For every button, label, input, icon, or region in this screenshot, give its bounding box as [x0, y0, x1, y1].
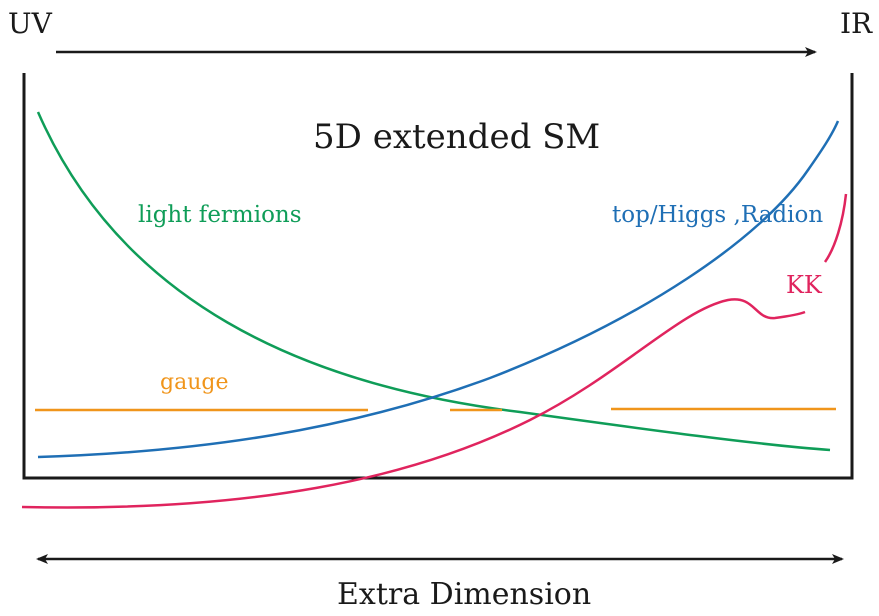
top-higgs-radion-curve — [37, 120, 840, 459]
diagram-title: 5D extended SM — [313, 117, 600, 157]
uv-label: UV — [8, 7, 53, 40]
ir-label: IR — [840, 7, 873, 40]
kk-curve — [21, 298, 806, 509]
light-fermions-curve — [36, 111, 831, 452]
bulk-frame — [22, 73, 854, 480]
kk-curve-edge — [823, 193, 848, 263]
gauge-label: gauge — [160, 370, 228, 395]
light-fermions-label: light fermions — [138, 202, 302, 228]
extra-dimension-label: Extra Dimension — [337, 577, 591, 612]
kk-label: KK — [786, 271, 823, 299]
top-higgs-radion-label: top/Higgs ,Radion — [612, 202, 823, 228]
